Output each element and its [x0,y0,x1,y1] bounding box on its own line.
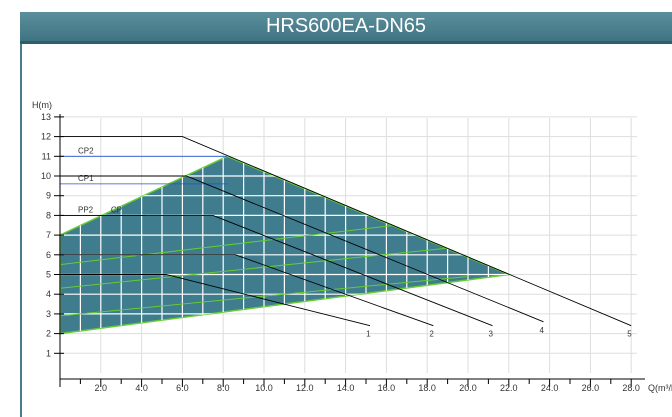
y-tick-label: 7 [46,230,51,240]
x-tick-label: 8.0 [217,383,230,393]
y-tick-label: 6 [46,250,51,260]
x-tick-label: 4.0 [135,383,148,393]
y-tick-label: 12 [41,132,51,142]
y-tick-label: 9 [46,191,51,201]
x-tick-label: 22.0 [500,383,518,393]
y-tick-label: 3 [46,309,51,319]
x-tick-label: 20.0 [459,383,477,393]
x-tick-label: 14.0 [337,383,355,393]
x-tick-label: 18.0 [418,383,436,393]
speed-curve-label: 5 [627,330,632,339]
x-tick-label: 2.0 [95,383,108,393]
x-tick-label: 28.0 [622,383,640,393]
cp-line-label: CP1 [78,174,94,183]
y-axis-label: H(m) [32,100,52,110]
y-tick-label: 11 [42,151,51,161]
y-tick-label: 2 [46,329,51,339]
cp-line-label: CP2 [78,146,94,155]
y-tick-label: 8 [46,210,51,220]
speed-curve [60,254,434,327]
speed-curve-label: 1 [366,330,371,339]
x-tick-label: 10.0 [255,383,273,393]
cp-line-label: CP [111,205,122,214]
chart-title: HRS600EA-DN65 [265,15,427,37]
speed-curve-label: 2 [429,330,434,339]
y-tick-label: 5 [46,270,51,280]
y-tick-label: 10 [41,171,51,181]
x-axis-label: Q(m³/h) [648,383,672,393]
x-tick-label: 16.0 [378,383,396,393]
speed-curve [60,214,493,327]
y-tick-label: 1 [46,348,51,358]
speed-curve-label: 3 [488,330,493,339]
speed-curve [60,274,371,327]
y-tick-label: 13 [41,112,51,122]
page-left-border [20,44,22,417]
y-tick-label: 4 [46,289,51,299]
pp-line [60,275,469,317]
x-tick-label: 12.0 [296,383,314,393]
chart-title-bar: HRS600EA-DN65 [20,12,672,44]
speed-curve [60,175,544,323]
x-tick-label: 24.0 [541,383,559,393]
x-tick-label: 6.0 [176,383,189,393]
x-tick-label: 26.0 [582,383,600,393]
cp-line-label: PP2 [78,205,94,214]
speed-curve [60,136,632,327]
speed-curve-label: 4 [539,326,544,335]
